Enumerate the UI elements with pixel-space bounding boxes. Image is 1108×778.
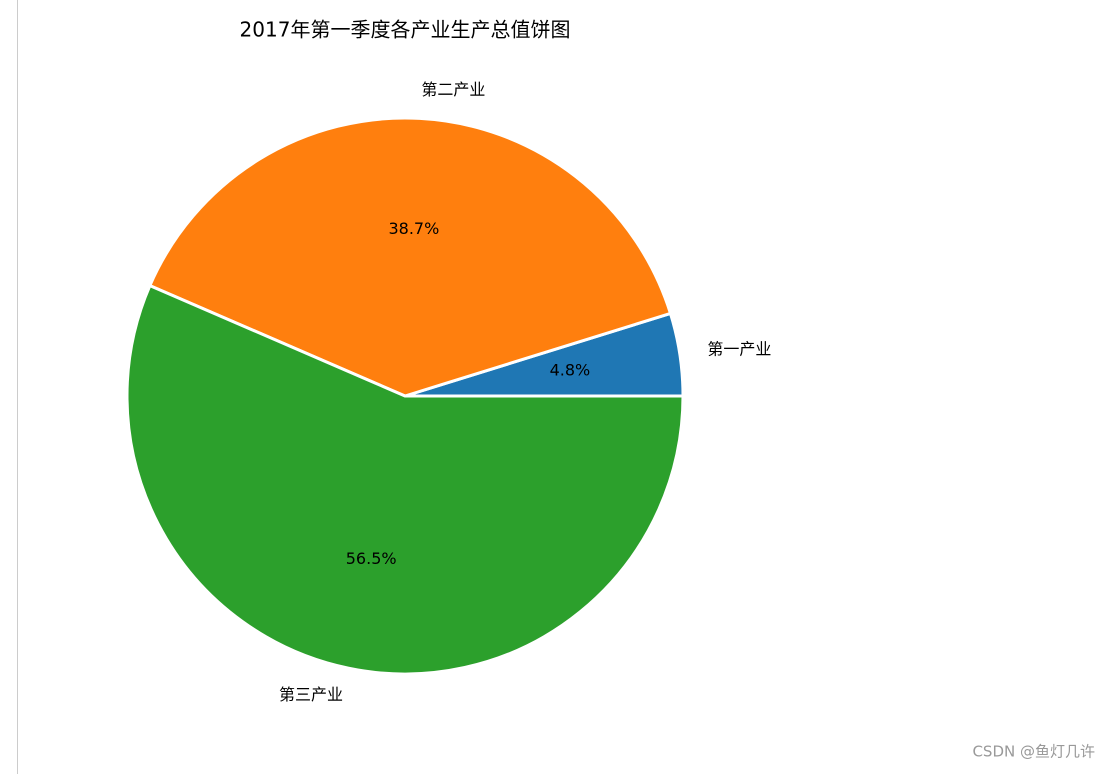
pie-slice [148, 116, 672, 398]
percent-label: 38.7% [388, 219, 439, 238]
slice-label: 第二产业 [421, 80, 485, 99]
pie-slice [125, 284, 685, 676]
chart-title: 2017年第一季度各产业生产总值饼图 [240, 18, 571, 42]
slice-label: 第三产业 [279, 685, 343, 704]
slice-label: 第一产业 [707, 340, 771, 359]
watermark: CSDN @鱼灯几许 [972, 743, 1095, 761]
percent-label: 4.8% [550, 360, 591, 379]
percent-label: 56.5% [346, 549, 397, 568]
